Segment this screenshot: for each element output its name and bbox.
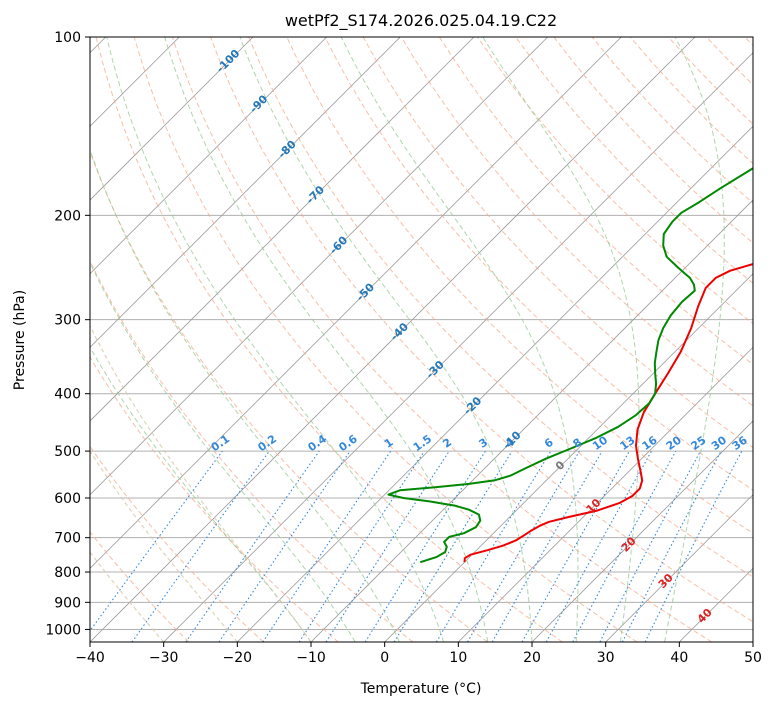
dry-adiabat-line [324,37,753,491]
moist-adiabat-line [239,37,533,642]
isotherm-line [163,52,753,642]
dry-adiabat-line [210,37,753,623]
frost-curve-line [90,450,238,642]
mixing-ratio-line [393,450,513,642]
y-tick-label: 400 [54,387,81,403]
x-tick-label: −30 [149,650,179,666]
y-tick-label: 300 [54,313,81,329]
mixing-ratio-line [131,450,270,642]
chart-title: wetPf2_S174.2026.025.04.19.C22 [285,11,557,31]
dry-adiabat-line [90,531,190,642]
y-tick-label: 900 [54,595,81,611]
frost-curve-line [90,324,312,642]
y-tick-label: 600 [54,491,81,507]
mixing-ratio-line [325,450,450,642]
profiles [387,166,753,564]
y-axis-label: Pressure (hPa) [12,290,28,390]
dry-adiabat-line [400,37,753,407]
dry-adiabat-line [90,259,414,642]
background-lines [90,37,753,642]
isotherm-line [90,37,622,569]
x-tick-label: 10 [449,650,467,666]
dewpoint-line [387,166,753,564]
moist-adiabat-line [106,37,445,642]
x-tick-label: 40 [670,650,688,666]
isotherm-line [90,37,401,348]
dry-adiabat-line [133,37,638,642]
mixing-ratio-line [262,450,392,642]
moist-adiabat-line [340,37,579,642]
mixing-ratio-line [90,450,223,632]
isotherm-line [90,37,696,642]
dry-adiabat-line [248,37,753,578]
y-tick-label: 1000 [45,622,81,638]
mixing-ratio-line [572,450,677,642]
isotherm-line [90,37,548,496]
y-tick-label: 800 [54,565,81,581]
moist-adiabat-line [164,37,489,642]
x-tick-label: 30 [597,650,615,666]
x-axis-label: Temperature (°C) [360,681,482,697]
x-tick-label: 20 [523,650,541,666]
y-tick-label: 700 [54,531,81,547]
isotherm-line [237,125,753,642]
temperature-line [463,263,753,563]
axis-ticks: −40 −30 −20 −10 0 10 20 30 40 50 100 200 300 400 500 60… [45,30,762,666]
mixing-ratio-line [298,450,425,642]
moist-adiabat-line [90,148,400,642]
isotherm-line [531,420,753,642]
isotherm-line [605,494,753,642]
isotherm-line [90,37,327,275]
dry-adiabat-line [515,37,753,284]
x-tick-label: −40 [75,650,105,666]
moist-adiabat-line [482,37,640,642]
y-tick-label: 200 [54,208,81,224]
isotherm-line [458,346,753,642]
y-tick-label: 100 [54,30,81,46]
dry-adiabat-line [90,445,264,642]
plot-frame [89,36,754,643]
mixing-ratio-line [545,450,653,642]
dry-adiabat-line [438,37,753,366]
mixing-ratio-line [218,450,351,642]
x-tick-label: 50 [744,650,762,666]
moist-adiabat-line [90,261,356,642]
dry-adiabat-line [95,37,563,642]
mixing-ratio-line [644,450,743,642]
y-tick-label: 500 [54,444,81,460]
x-tick-label: 0 [380,650,389,666]
x-tick-label: −10 [296,650,326,666]
x-tick-label: −20 [223,650,253,666]
mixing-ratio-line [521,450,630,642]
mixing-ratio-line [185,450,320,642]
dry-adiabat-line [90,356,339,642]
dry-adiabat-line [171,37,712,642]
isotherm-line [90,37,254,201]
moist-adiabat-line [664,37,725,642]
isotherm-line [90,37,475,422]
dry-adiabat-line [90,150,488,642]
